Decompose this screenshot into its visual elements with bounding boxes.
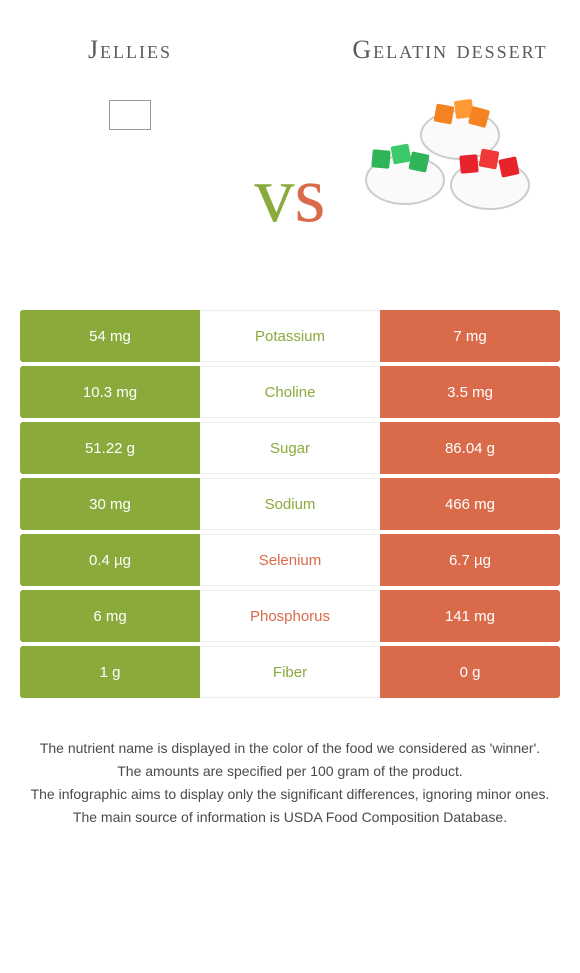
right-value-cell: 141 mg (380, 590, 560, 642)
right-value-cell: 0 g (380, 646, 560, 698)
comparison-header: Jellies vs Gelatin dessert (0, 0, 580, 280)
footer-line: The amounts are specified per 100 gram o… (25, 761, 555, 782)
left-food-column: Jellies (30, 20, 230, 130)
left-value-cell: 54 mg (20, 310, 200, 362)
table-row: 10.3 mgCholine3.5 mg (20, 366, 560, 418)
right-value-cell: 466 mg (380, 478, 560, 530)
footer-line: The nutrient name is displayed in the co… (25, 738, 555, 759)
vs-letter-v: v (254, 151, 294, 239)
left-food-image-placeholder (109, 100, 151, 130)
footer-notes: The nutrient name is displayed in the co… (0, 718, 580, 850)
nutrient-label-cell: Sodium (200, 478, 380, 530)
left-value-cell: 1 g (20, 646, 200, 698)
left-value-cell: 6 mg (20, 590, 200, 642)
right-value-cell: 6.7 µg (380, 534, 560, 586)
right-food-column: Gelatin dessert (350, 20, 550, 240)
table-row: 1 gFiber0 g (20, 646, 560, 698)
left-value-cell: 0.4 µg (20, 534, 200, 586)
nutrient-label-cell: Sugar (200, 422, 380, 474)
table-row: 54 mgPotassium7 mg (20, 310, 560, 362)
right-value-cell: 86.04 g (380, 422, 560, 474)
vs-label: vs (254, 150, 325, 241)
vs-letter-s: s (294, 151, 325, 239)
left-value-cell: 51.22 g (20, 422, 200, 474)
footer-line: The infographic aims to display only the… (25, 784, 555, 805)
table-row: 6 mgPhosphorus141 mg (20, 590, 560, 642)
table-row: 51.22 gSugar86.04 g (20, 422, 560, 474)
left-value-cell: 30 mg (20, 478, 200, 530)
nutrient-comparison-table: 54 mgPotassium7 mg10.3 mgCholine3.5 mg51… (20, 310, 560, 698)
footer-line: The main source of information is USDA F… (25, 807, 555, 828)
nutrient-label-cell: Potassium (200, 310, 380, 362)
nutrient-label-cell: Fiber (200, 646, 380, 698)
nutrient-label-cell: Selenium (200, 534, 380, 586)
table-row: 0.4 µgSelenium6.7 µg (20, 534, 560, 586)
right-value-cell: 7 mg (380, 310, 560, 362)
left-value-cell: 10.3 mg (20, 366, 200, 418)
gelatin-dessert-image (360, 100, 540, 240)
right-value-cell: 3.5 mg (380, 366, 560, 418)
nutrient-label-cell: Phosphorus (200, 590, 380, 642)
table-row: 30 mgSodium466 mg (20, 478, 560, 530)
left-food-title: Jellies (88, 20, 172, 80)
right-food-title: Gelatin dessert (352, 20, 547, 80)
nutrient-label-cell: Choline (200, 366, 380, 418)
